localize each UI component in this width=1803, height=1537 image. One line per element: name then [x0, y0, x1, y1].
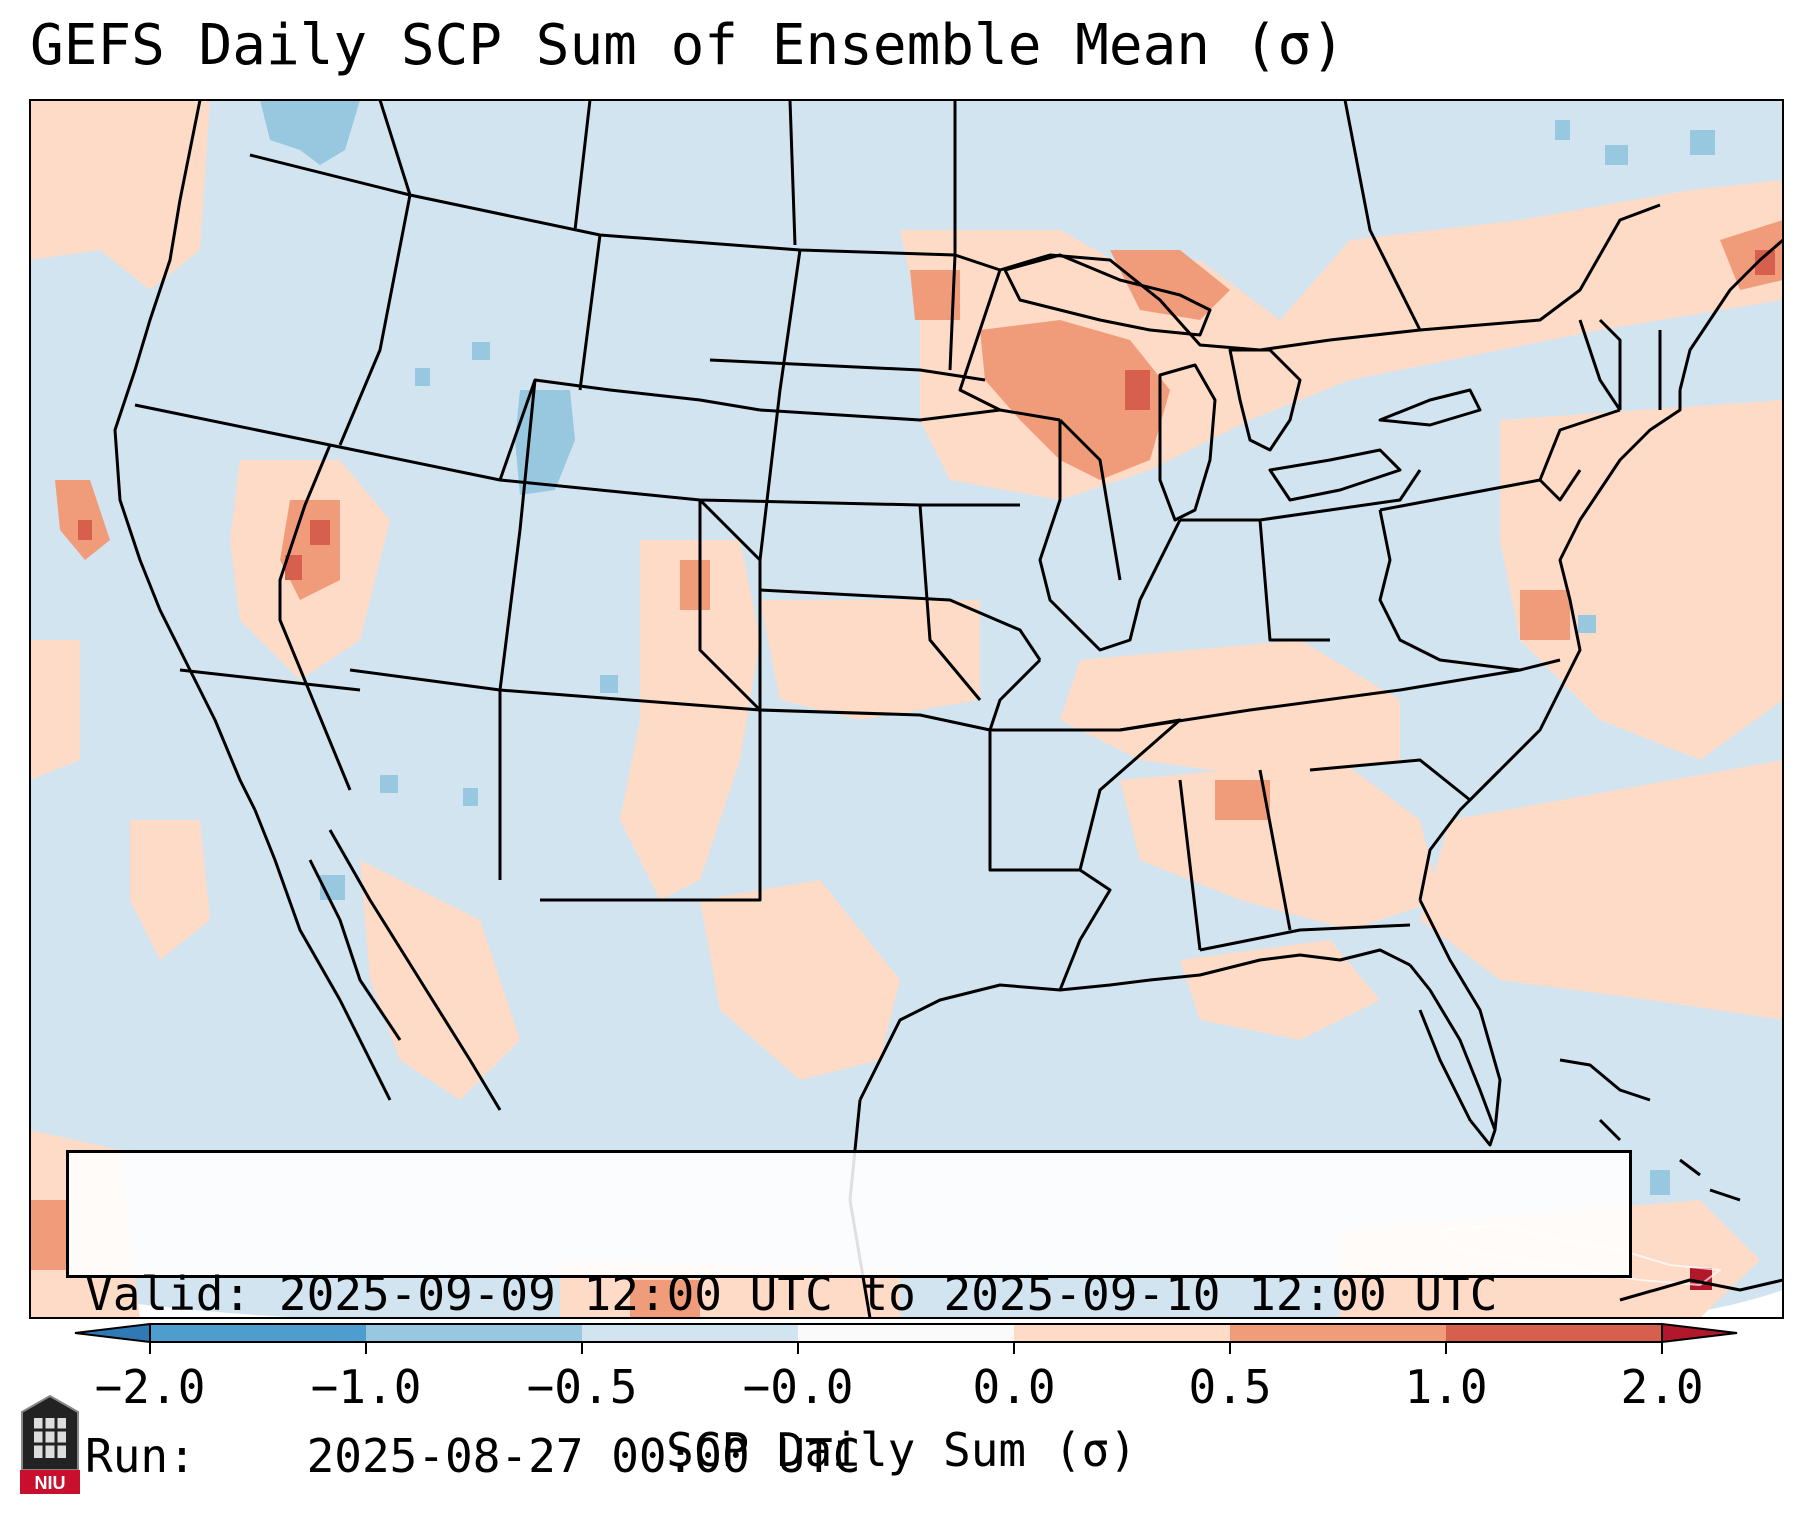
logo-window-icon	[34, 1418, 66, 1458]
valid-label: Valid:	[85, 1267, 252, 1321]
colorbar-tick-label: −1.0	[310, 1360, 422, 1414]
info-box: Valid: 2025-09-09 12:00 UTC to 2025-09-1…	[66, 1150, 1632, 1483]
colorbar-segment	[1014, 1324, 1230, 1342]
colorbar-tick-label: 0.0	[972, 1360, 1056, 1414]
valid-value: 2025-09-09 12:00 UTC to 2025-09-10 12:00…	[278, 1267, 1498, 1321]
logo-banner	[20, 1470, 80, 1494]
colorbar-tick-label: −2.0	[94, 1360, 206, 1414]
valid-line: Valid: 2025-09-09 12:00 UTC to 2025-09-1…	[85, 1267, 1629, 1321]
colorbar-tick-label: −0.5	[526, 1360, 638, 1414]
colorbar-segment	[150, 1324, 366, 1342]
colorbar-segment	[1446, 1324, 1662, 1342]
run-label: Run:	[85, 1429, 196, 1483]
chart-title: GEFS Daily SCP Sum of Ensemble Mean (σ)	[30, 13, 1345, 78]
boundaries	[113, 100, 1783, 1318]
colorbar	[74, 1322, 1738, 1354]
colorbar-segment	[582, 1324, 798, 1342]
run-value: 2025-08-27 00:00 UTC	[306, 1429, 861, 1483]
colorbar-ticks	[149, 1342, 1663, 1354]
map-figure: NIU	[20, 99, 1784, 1494]
colorbar-extend-high	[1661, 1322, 1738, 1344]
colorbar-segment	[798, 1324, 1014, 1342]
map-corner-se	[1620, 1290, 1783, 1318]
colorbar-segment	[366, 1324, 582, 1342]
map-corner-sw	[30, 1290, 520, 1318]
colorbar-tick-label: −0.0	[742, 1360, 854, 1414]
colorbar-tick-label: 2.0	[1620, 1360, 1704, 1414]
run-line: Run: 2025-08-27 00:00 UTC	[85, 1429, 1629, 1483]
logo-text: NIU	[35, 1473, 66, 1493]
colorbar-label: SCP Daily Sum (σ)	[666, 1423, 1137, 1477]
colorbar-tick-label: 1.0	[1404, 1360, 1488, 1414]
colorbar-outline	[149, 1323, 1663, 1343]
niu-logo: NIU	[20, 1394, 80, 1494]
colorbar-tick-label: 0.5	[1188, 1360, 1272, 1414]
colorbar-segment	[1230, 1324, 1446, 1342]
strong-positive-regions	[78, 250, 1775, 580]
map-frame	[29, 99, 1784, 1319]
